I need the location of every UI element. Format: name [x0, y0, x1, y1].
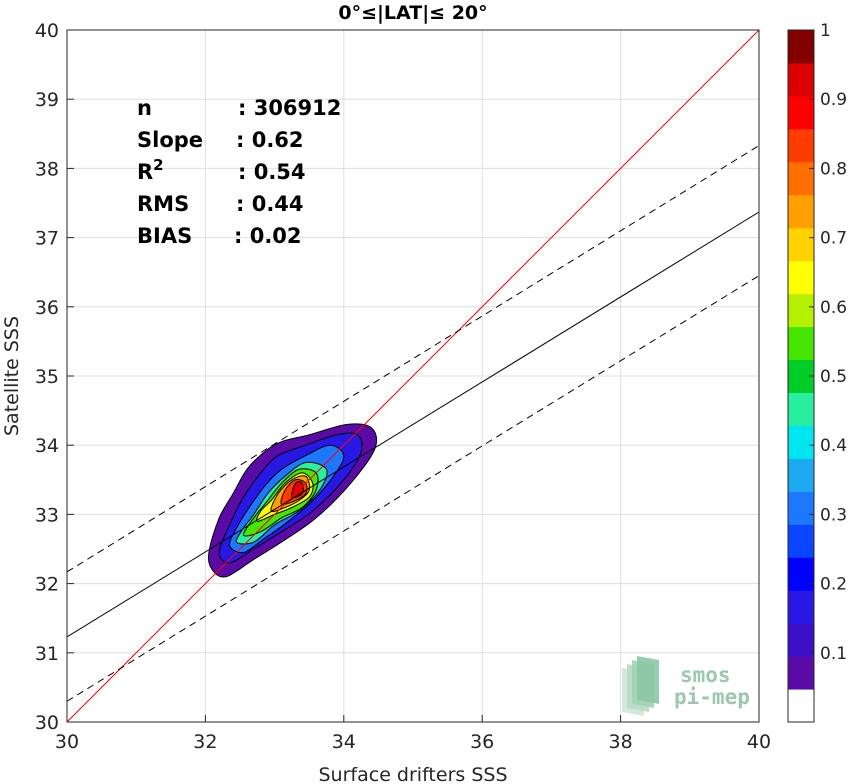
logo-text-smos: smos	[680, 663, 731, 687]
x-axis-ticks: 30 32 34 36 38 40	[55, 715, 771, 753]
y-axis-ticks: 30 31 32 33 34 35 36 37 38 39 40	[35, 20, 74, 734]
colorbar-swatch	[788, 194, 814, 229]
colorbar-swatch	[788, 491, 814, 525]
colorbar-swatch	[788, 425, 814, 459]
colorbar: 0.1 0.2 0.3 0.4 0.5 0.6 0.7 0.8 0.9 1	[787, 21, 847, 723]
y-tick-label: 39	[35, 89, 59, 111]
colorbar-tick-label: 0.7	[820, 229, 847, 249]
stat-value: : 0.44	[236, 192, 304, 216]
colorbar-tick-label: 0.1	[820, 644, 847, 664]
x-axis-label: Surface drifters SSS	[319, 764, 508, 784]
colorbar-tick-label: 0.9	[820, 90, 847, 110]
colorbar-swatch	[788, 293, 814, 328]
y-axis-label: Satellite SSS	[1, 316, 23, 436]
colorbar-tick-label: 1	[820, 21, 831, 41]
chart-title: 0°≤|LAT|≤ 20°	[338, 2, 487, 24]
colorbar-tick-label: 0.5	[820, 367, 847, 387]
colorbar-swatch	[788, 128, 814, 163]
line-upper-bound	[66, 145, 760, 573]
y-tick-label: 34	[35, 435, 59, 457]
logo-mark	[637, 656, 659, 704]
stat-value: : 306912	[238, 96, 341, 120]
stat-value: : 0.62	[236, 128, 304, 152]
colorbar-tick-label: 0.3	[820, 505, 847, 525]
y-tick-label: 31	[35, 643, 59, 665]
x-tick-label: 32	[193, 731, 217, 753]
colorbar-swatch	[788, 557, 814, 591]
stat-label: RMS	[137, 192, 189, 216]
y-tick-label: 35	[35, 366, 59, 388]
colorbar-tick-label: 0.6	[820, 298, 847, 318]
stat-label: Slope	[137, 128, 203, 152]
colorbar-tick-label: 0.2	[820, 575, 847, 595]
y-tick-label: 38	[35, 158, 59, 180]
x-tick-label: 36	[470, 731, 494, 753]
colorbar-swatch	[788, 161, 814, 196]
colorbar-tick-label: 0.4	[820, 436, 847, 456]
colorbar-swatch	[788, 326, 814, 361]
colorbar-swatch	[788, 590, 814, 624]
y-tick-label: 32	[35, 574, 59, 596]
y-tick-label: 30	[35, 712, 59, 734]
grid	[66, 29, 760, 723]
density-contours	[208, 423, 378, 578]
line-lower-bound	[66, 275, 760, 702]
x-tick-label: 30	[55, 731, 79, 753]
colorbar-swatch	[788, 62, 814, 97]
colorbar-swatch	[788, 260, 814, 295]
colorbar-swatch	[788, 30, 814, 64]
y-tick-label: 37	[35, 228, 59, 250]
colorbar-swatch	[788, 689, 814, 723]
colorbar-tick-label: 0.8	[820, 159, 847, 179]
x-tick-label: 34	[332, 731, 356, 753]
y-tick-label: 36	[35, 297, 59, 319]
colorbar-swatch	[788, 227, 814, 262]
line-identity	[66, 29, 760, 723]
fit-lines	[66, 29, 760, 723]
y-tick-label: 33	[35, 504, 59, 526]
stat-value: : 0.54	[238, 160, 306, 184]
colorbar-swatch	[788, 524, 814, 558]
colorbar-swatch	[788, 392, 814, 426]
stat-value: : 0.02	[234, 224, 302, 248]
stat-label: BIAS	[137, 224, 192, 248]
y-tick-label: 40	[35, 20, 59, 42]
logo-text-pimep: pi-mep	[674, 685, 750, 709]
colorbar-swatch	[788, 458, 814, 492]
x-tick-label: 40	[747, 731, 771, 753]
line-regression	[66, 211, 760, 638]
x-tick-label: 38	[609, 731, 633, 753]
colorbar-swatch	[788, 95, 814, 130]
colorbar-swatch	[788, 623, 814, 657]
colorbar-swatch	[788, 656, 814, 690]
stat-label: n	[137, 96, 152, 120]
